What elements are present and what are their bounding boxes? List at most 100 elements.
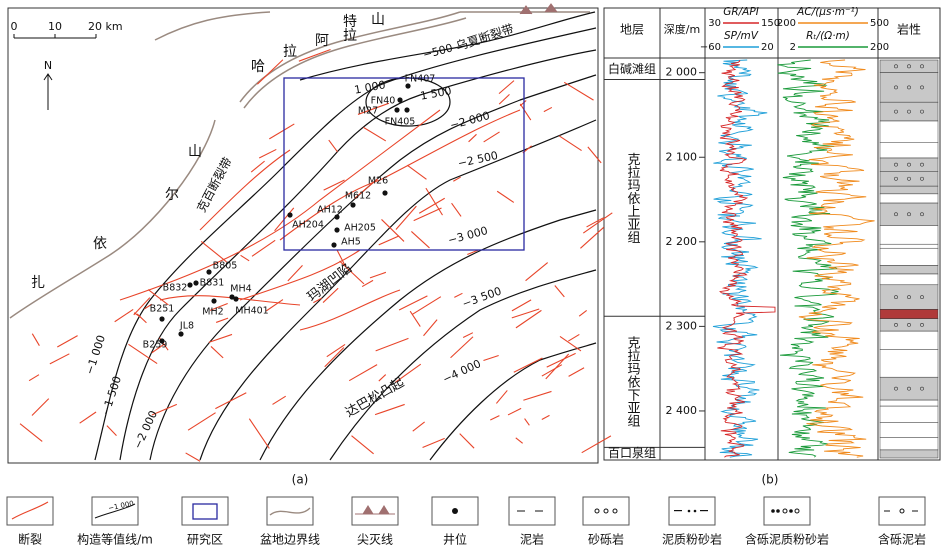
well-label: AH204 [292,220,324,231]
lithology [879,185,939,195]
lithology [879,318,939,332]
fault [423,319,438,337]
fault [269,123,295,140]
contour [299,11,596,81]
basin-boundary [154,11,271,41]
fault [462,332,474,338]
well-label: AH205 [344,223,376,234]
fault [515,309,542,329]
fault [418,197,445,214]
lithology [879,405,939,423]
legend-box [351,496,399,526]
well-label: M27 [358,106,378,117]
legend-icon [11,501,49,520]
fault [49,353,70,365]
fault [554,285,565,298]
fault [409,310,421,327]
fault [326,344,346,358]
well [405,83,411,89]
fault [490,415,500,421]
lithology [879,449,939,459]
lithology [879,202,939,226]
mountain-label: 依 [93,236,107,252]
fault [339,260,365,285]
curve-name: GR/API [723,6,759,18]
mountain-label: 尔 [165,187,179,203]
basin-boundary [243,17,467,109]
lithology-pattern [894,295,898,300]
fault [498,93,510,105]
depth-label: 2 400 [666,404,698,417]
fault [495,390,508,404]
fault [363,126,387,142]
scale-bar-ticks [13,34,97,38]
fault [467,249,479,255]
fault [114,308,134,323]
legend-symbol [794,508,800,514]
legend-symbol [674,510,682,512]
lithology [879,437,939,451]
legend-symbol [687,509,691,513]
fault [374,403,405,416]
fault [323,179,345,191]
contour [329,269,597,461]
fault [31,398,50,416]
well [382,190,388,196]
log-curve [712,59,768,458]
header: 地层 [620,23,644,37]
depth-label: 2 000 [666,66,698,79]
fault [519,103,532,121]
fault [258,148,277,159]
legend-label: 泥岩 [520,532,544,547]
well-label: FN407 [405,74,436,85]
fault [587,146,602,164]
legend-box [508,496,556,526]
fault [279,109,521,241]
well [334,227,340,233]
well-label: AH5 [341,237,361,248]
lithology [879,142,939,159]
lithology [879,101,939,122]
well [159,316,165,322]
fault [151,343,165,354]
lithology [879,157,939,172]
lithology [879,265,939,275]
mountain-label: 哈 [251,59,265,75]
well-label: M26 [368,176,388,187]
fault [523,390,552,401]
legend-symbol [94,503,136,519]
legend-symbol [771,508,800,514]
fault [208,333,233,343]
well [187,282,193,288]
fault [147,289,169,306]
legend-label: 泥质粉砂岩 [662,532,722,547]
legend-label: 砂砾岩 [588,532,624,547]
well-label: B259 [143,340,168,351]
fault [563,81,594,101]
lithology [879,273,939,286]
north-arrow [43,73,53,110]
legend-symbol [192,503,218,520]
well [233,296,239,302]
fault [378,235,400,246]
fault [511,308,540,319]
fault [558,135,582,152]
fault [525,262,549,282]
fault [200,240,227,263]
fault [299,289,401,331]
fault [378,374,387,382]
contour [259,209,597,461]
lithology-pattern [894,212,898,217]
mountain-label: 拉 [283,44,297,60]
lithology [879,284,939,310]
legend-symbol [603,508,609,514]
fault [19,423,43,442]
lithology-pattern [920,212,924,217]
legend-label: 断裂 [18,532,42,547]
legend-icon [192,503,218,520]
legend-symbol [612,508,618,514]
pinchout-line [519,3,558,15]
fault [450,336,474,359]
fault [406,164,427,180]
